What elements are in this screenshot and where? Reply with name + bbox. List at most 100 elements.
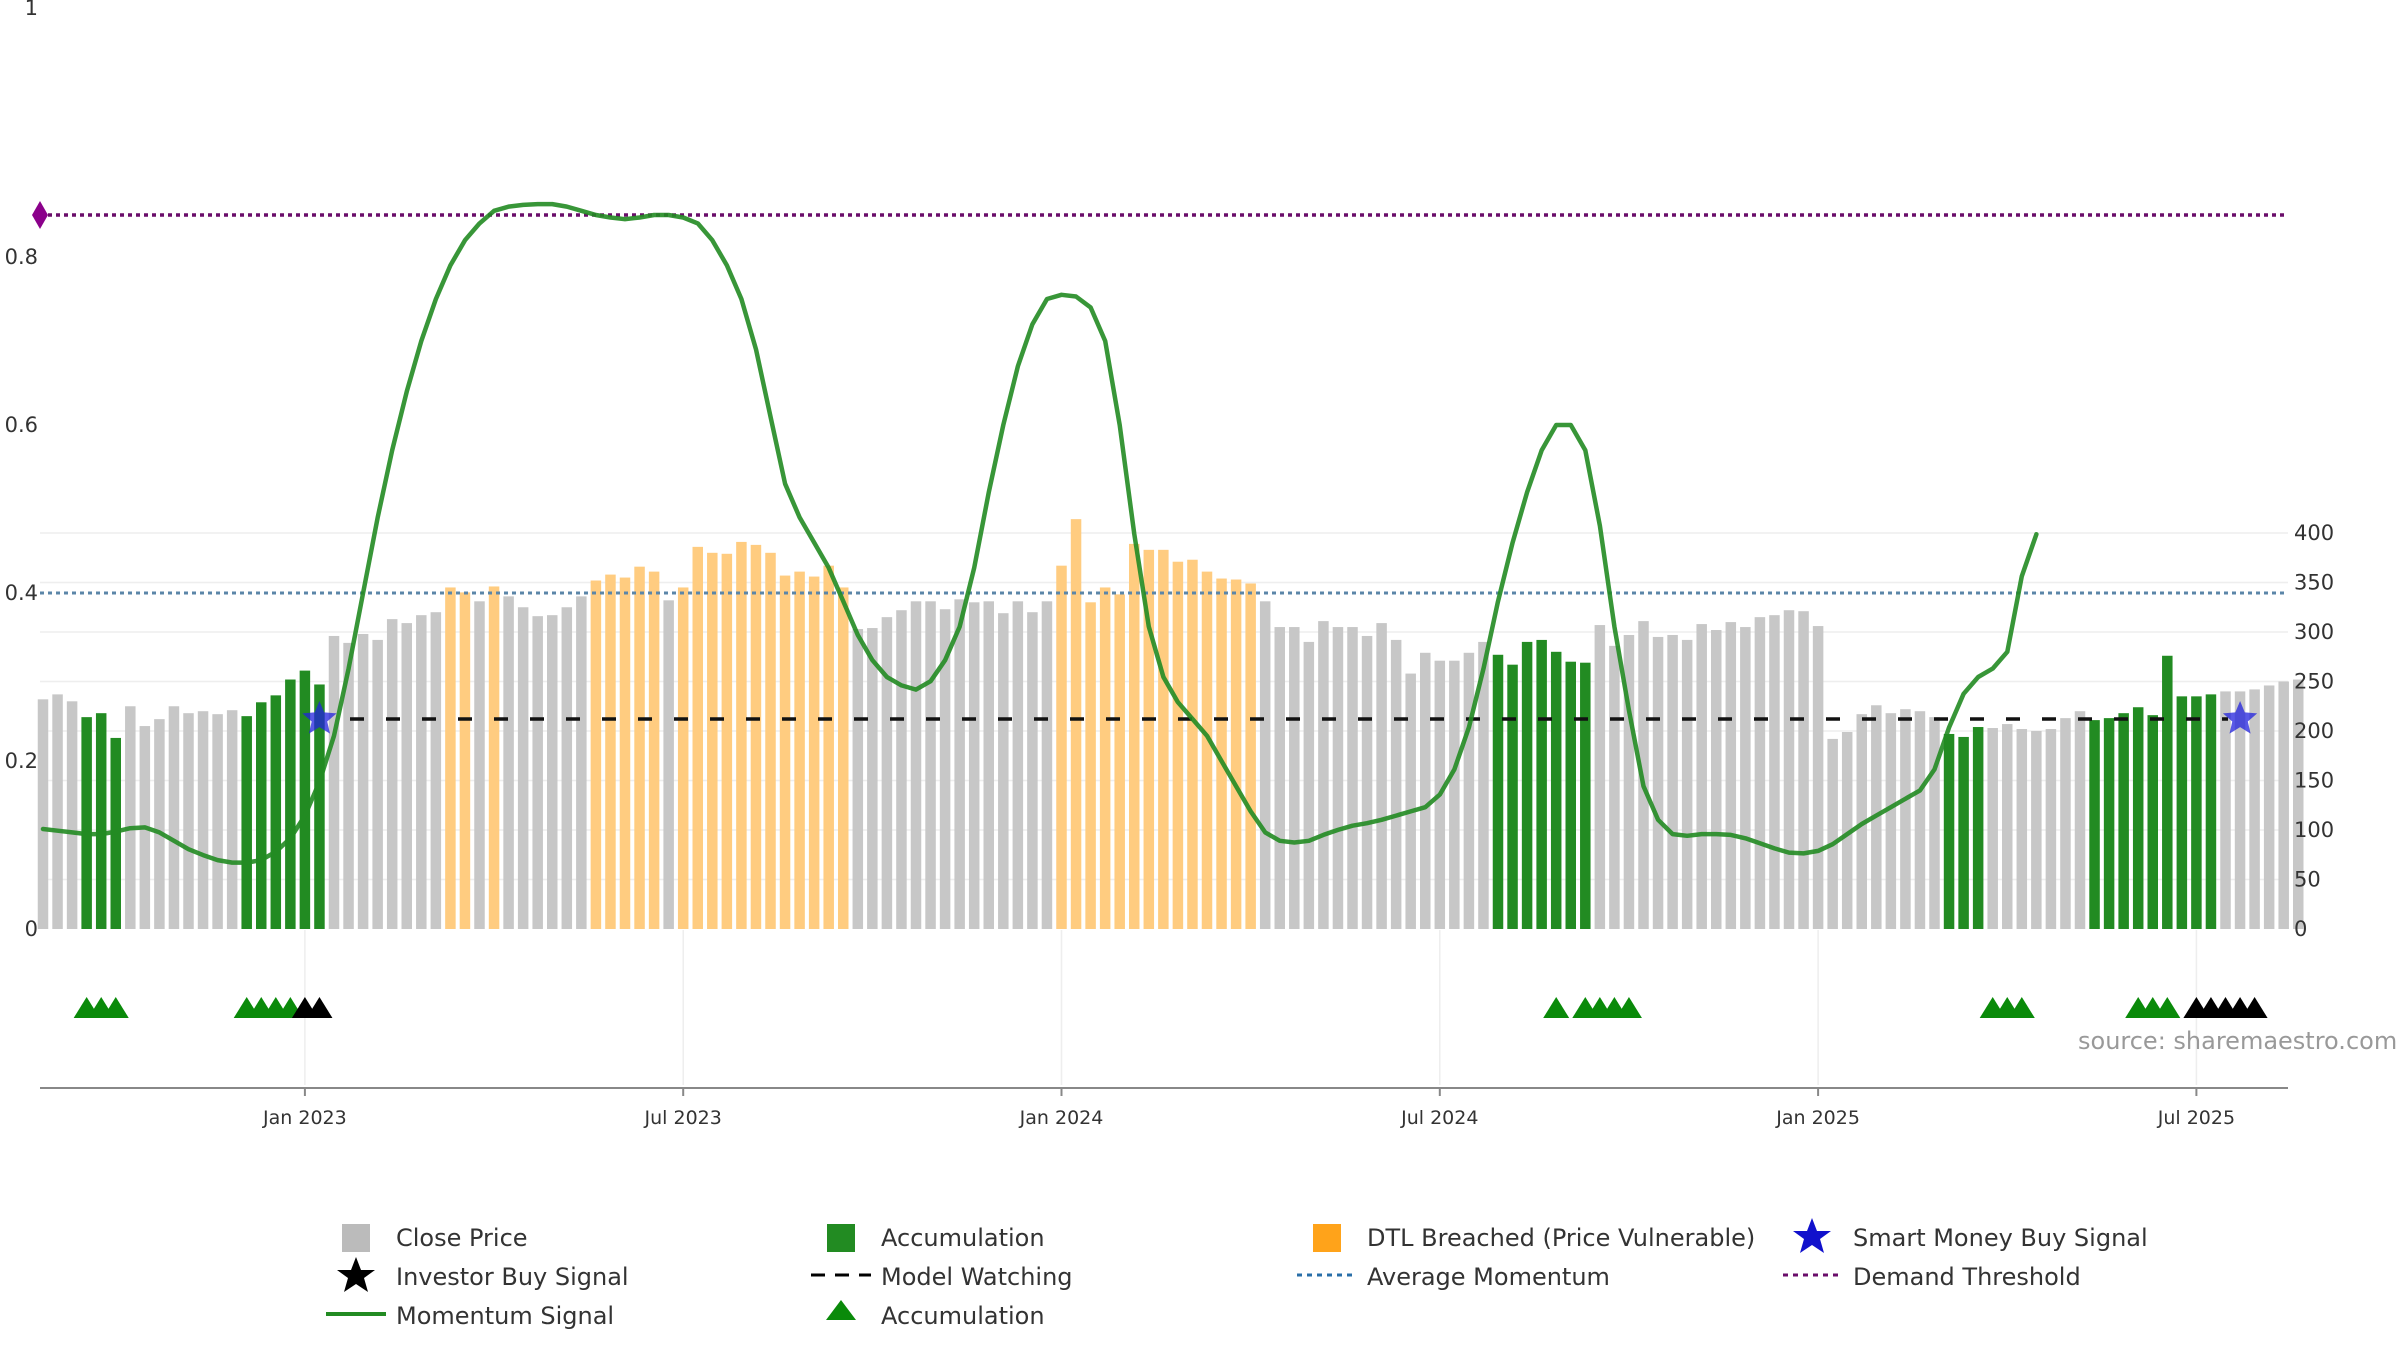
bar-close-price — [125, 706, 136, 929]
bar-dtl-breached — [1099, 587, 1111, 929]
bar-close-price — [517, 607, 529, 929]
bar-accumulation — [2191, 696, 2202, 929]
momentum-signal-line — [40, 201, 2039, 865]
bar-close-price — [1289, 627, 1300, 929]
bar-dtl-breached — [1085, 602, 1096, 929]
bar-close-price — [532, 616, 543, 929]
bar-accumulation — [1958, 736, 1969, 929]
x-axis-tick-label: Jul 2023 — [644, 1107, 722, 1129]
bar-close-price — [1274, 627, 1285, 929]
bar-close-price — [1841, 731, 1853, 929]
bar-close-price — [2060, 718, 2071, 929]
bar-close-price — [357, 633, 369, 929]
bar-close-price — [998, 613, 1009, 929]
legend-item-average-momentum: Average Momentum — [1297, 1263, 1610, 1291]
bar-dtl-breached — [823, 565, 834, 929]
x-axis-tick-label: Jul 2025 — [2157, 1107, 2235, 1129]
accumulation-triangle-marker — [2154, 997, 2181, 1018]
right-axis-tick: 200 — [2294, 719, 2334, 743]
bar-accumulation — [1580, 662, 1591, 929]
bar-close-price — [2045, 729, 2057, 929]
legend-label-close-price: Close Price — [396, 1224, 528, 1252]
bar-dtl-breached — [1245, 583, 1256, 929]
bar-accumulation — [241, 716, 252, 929]
bar-close-price — [1681, 639, 1693, 929]
bar-close-price — [1987, 728, 1998, 929]
legend-item-smart-money: Smart Money Buy Signal — [1793, 1218, 2148, 1253]
bar-accumulation — [314, 684, 325, 929]
bar-close-price — [561, 607, 573, 929]
bar-close-price — [503, 596, 514, 929]
bar-close-price — [1740, 627, 1751, 929]
investor-buy-signal-marker — [2241, 997, 2268, 1018]
bar-close-price — [1449, 660, 1460, 929]
bar-close-price — [1812, 626, 1824, 929]
bar-close-price — [1041, 601, 1053, 929]
left-axis-tick: 0.2 — [5, 749, 38, 773]
bar-close-price — [954, 599, 965, 929]
bar-close-price — [1405, 673, 1416, 929]
bar-dtl-breached — [1158, 549, 1169, 929]
accumulation-triangle-icon — [826, 1300, 856, 1320]
bar-close-price — [968, 602, 980, 929]
accumulation-triangle-marker — [2008, 997, 2035, 1018]
price-bars — [37, 519, 2304, 929]
bar-dtl-breached — [736, 541, 747, 929]
bar-close-price — [430, 612, 442, 929]
bar-close-price — [896, 610, 907, 929]
bar-accumulation — [1972, 727, 1984, 929]
bar-accumulation — [1550, 651, 1562, 929]
bar-close-price — [663, 600, 674, 929]
x-axis-tick-label: Jul 2024 — [1400, 1107, 1478, 1129]
right-axis-tick: 150 — [2294, 769, 2334, 793]
bar-close-price — [867, 628, 878, 929]
bar-close-price — [1303, 641, 1315, 929]
right-axis-tick: 0 — [2294, 917, 2307, 941]
bar-close-price — [1012, 601, 1024, 929]
legend-swatch-close-price — [342, 1224, 370, 1252]
bar-dtl-breached — [677, 587, 689, 929]
bar-accumulation — [1492, 654, 1504, 929]
bar-close-price — [547, 615, 558, 929]
bar-close-price — [226, 710, 238, 929]
bar-close-price — [154, 719, 165, 929]
bar-close-price — [1769, 615, 1780, 929]
smart-money-star-icon — [1793, 1218, 1831, 1253]
legend-label-demand-threshold: Demand Threshold — [1853, 1263, 2081, 1291]
bar-close-price — [401, 623, 412, 929]
bar-close-price — [852, 629, 864, 929]
bar-close-price — [1376, 623, 1387, 929]
bar-dtl-breached — [765, 552, 776, 929]
bar-close-price — [2002, 724, 2013, 929]
bar-close-price — [2293, 679, 2304, 929]
bar-dtl-breached — [445, 587, 456, 929]
demand-threshold-marker-icon — [32, 201, 48, 229]
legend-swatch-dtl-breached — [1313, 1224, 1341, 1252]
bar-dtl-breached — [1201, 571, 1213, 929]
bar-close-price — [2234, 691, 2246, 929]
legend-item-accumulation: Accumulation — [827, 1224, 1045, 1252]
signal-markers — [73, 701, 2268, 1018]
bar-close-price — [1623, 634, 1635, 929]
bar-accumulation — [299, 670, 311, 929]
left-axis-tick: 0.6 — [5, 413, 38, 437]
left-axis-tick: 0.4 — [5, 581, 38, 605]
bar-accumulation — [2162, 655, 2173, 929]
bar-close-price — [197, 711, 209, 929]
x-axis-tick-label: Jan 2024 — [1019, 1107, 1104, 1129]
bar-close-price — [1332, 627, 1344, 929]
right-axis-tick: 350 — [2294, 571, 2334, 595]
bar-dtl-breached — [808, 576, 820, 929]
bar-close-price — [212, 714, 223, 929]
accumulation-triangle-marker — [1543, 997, 1570, 1018]
bar-close-price — [1652, 636, 1664, 929]
bar-close-price — [983, 601, 994, 929]
legend-item-dtl-breached: DTL Breached (Price Vulnerable) — [1313, 1224, 1755, 1252]
bar-close-price — [1885, 713, 1897, 929]
bar-dtl-breached — [1187, 559, 1198, 929]
smart-money-buy-signal-marker — [302, 701, 337, 734]
bar-dtl-breached — [1056, 565, 1067, 929]
left-axis: 0 0.2 0.4 0.6 0.8 1 — [5, 0, 38, 941]
bar-close-price — [372, 639, 383, 929]
